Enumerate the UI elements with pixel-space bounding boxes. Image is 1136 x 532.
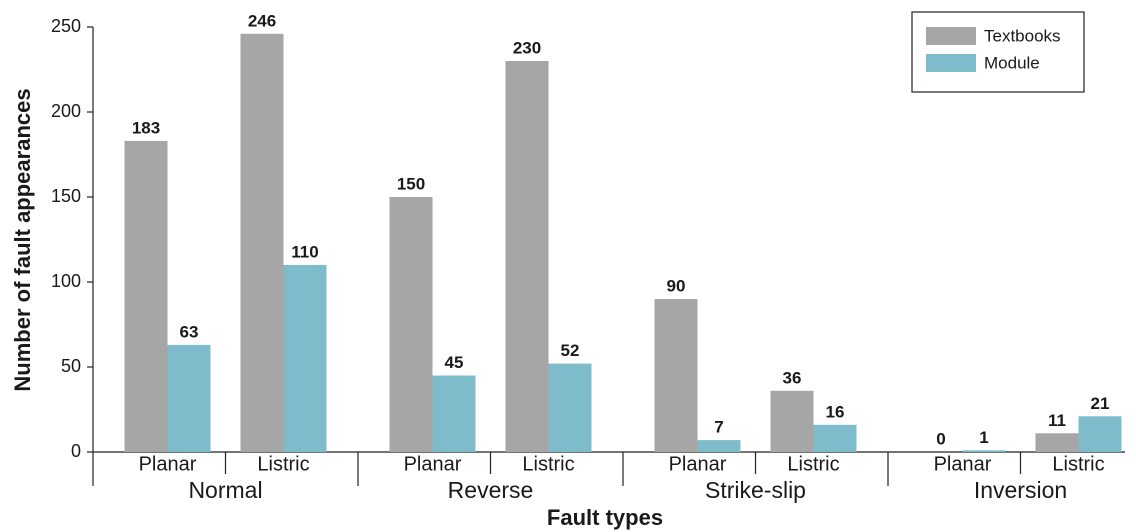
- value-label: 16: [826, 402, 845, 421]
- bar: [813, 424, 857, 452]
- bar: [124, 140, 168, 452]
- group-label: Strike-slip: [705, 477, 806, 503]
- value-label: 110: [291, 242, 318, 261]
- bar: [548, 363, 592, 452]
- bar: [283, 265, 327, 452]
- y-tick-label: 0: [71, 441, 81, 461]
- legend-box: [911, 11, 1085, 93]
- value-label: 11: [1048, 411, 1066, 430]
- value-label: 7: [714, 418, 723, 437]
- x-tick-label: Planar: [139, 453, 197, 475]
- value-label: 63: [180, 322, 199, 341]
- value-label: 230: [513, 38, 541, 57]
- group-label: Reverse: [448, 477, 534, 503]
- x-tick-label: Listric: [787, 453, 839, 475]
- x-tick-label: Planar: [669, 453, 727, 475]
- legend-swatch: [926, 27, 976, 45]
- y-tick-label: 250: [51, 16, 81, 36]
- value-label: 90: [667, 276, 686, 295]
- x-tick-label: Listric: [522, 453, 574, 475]
- legend-swatch: [926, 54, 976, 72]
- bar: [389, 197, 433, 452]
- y-tick-label: 50: [61, 356, 81, 376]
- value-label: 45: [445, 353, 464, 372]
- value-label: 52: [561, 341, 580, 360]
- y-axis-title: Number of fault appearances: [10, 88, 35, 391]
- x-tick-label: Planar: [934, 453, 992, 475]
- bar: [1078, 416, 1122, 452]
- group-label: Normal: [188, 477, 262, 503]
- x-tick-label: Listric: [1052, 453, 1104, 475]
- bar: [962, 450, 1006, 452]
- value-label: 1: [979, 428, 988, 447]
- value-label: 150: [397, 174, 425, 193]
- bar: [654, 299, 698, 452]
- y-tick-label: 200: [51, 101, 81, 121]
- value-label: 36: [783, 368, 802, 387]
- y-tick-label: 100: [51, 271, 81, 291]
- y-tick-label: 150: [51, 186, 81, 206]
- bar: [1035, 433, 1079, 452]
- bar: [770, 390, 814, 452]
- x-tick-label: Planar: [404, 453, 462, 475]
- bar: [697, 440, 741, 452]
- value-label: 246: [248, 11, 276, 30]
- bar: [240, 33, 284, 453]
- bar: [432, 375, 476, 452]
- bar: [505, 61, 549, 452]
- group-label: Inversion: [974, 477, 1067, 503]
- bar: [167, 344, 211, 452]
- legend-label: Module: [984, 53, 1040, 72]
- x-axis-title: Fault types: [547, 505, 663, 530]
- value-label: 183: [132, 118, 160, 137]
- value-label: 21: [1091, 394, 1110, 413]
- legend-label: Textbooks: [984, 26, 1061, 45]
- value-label: 0: [936, 429, 945, 448]
- x-tick-label: Listric: [257, 453, 309, 475]
